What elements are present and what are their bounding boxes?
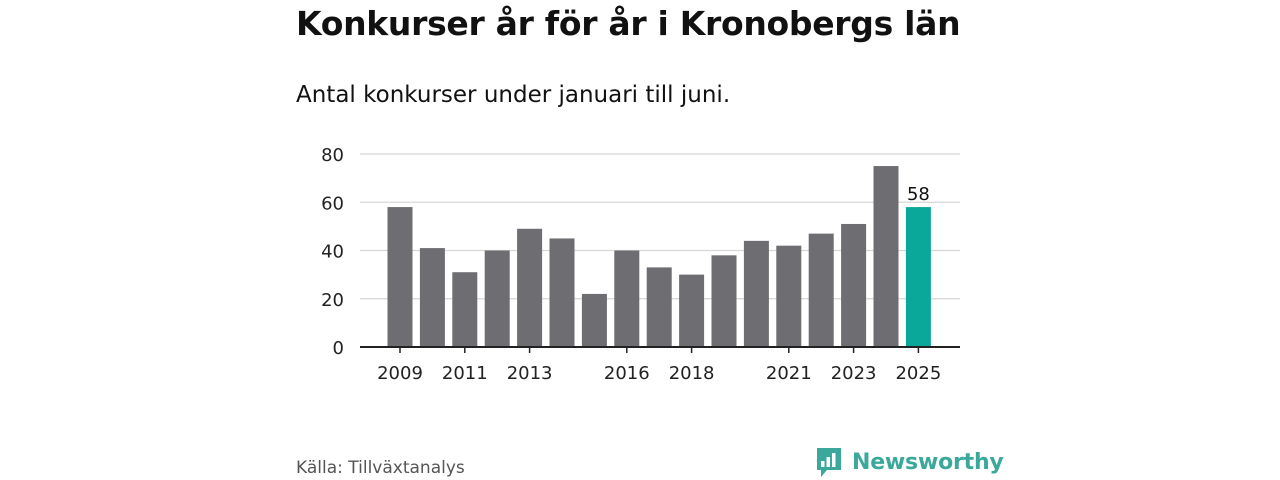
y-axis-ticks: 0 20 40 60 80 [321,145,344,359]
data-labels: 58 [907,184,930,205]
bar-2020 [743,240,769,347]
bar-2010 [419,248,445,347]
bar-2024 [873,166,899,347]
bar-2011 [452,272,478,347]
bar-2012 [484,250,510,347]
x-tick-label: 2023 [831,363,877,384]
bar-2025 [905,207,931,347]
x-tick-label: 2025 [895,363,941,384]
brand-name: Newsworthy [852,449,1004,475]
chart-subtitle: Antal konkurser under januari till juni. [296,82,731,108]
x-tick-label: 2011 [442,363,488,384]
bar-2014 [549,238,575,347]
y-tick-label: 40 [321,242,344,263]
bar-2009 [387,207,413,347]
bar-2016 [614,250,640,347]
bars [387,166,931,347]
bar-2015 [581,293,607,347]
x-tick-label: 2021 [766,363,812,384]
source-note: Källa: Tillväxtanalys [296,458,465,478]
newsworthy-logo-icon [817,448,841,477]
bar-2022 [808,233,834,347]
chart-title: Konkurser år för år i Kronobergs län [296,4,961,43]
bar-2023 [841,223,867,347]
x-tick-label: 2016 [604,363,650,384]
y-tick-label: 20 [321,290,344,311]
x-tick-label: 2013 [507,363,553,384]
brand-logo: Newsworthy [815,446,1004,478]
bar-2018 [679,274,705,347]
y-tick-label: 80 [321,145,344,166]
y-tick-label: 60 [321,193,344,214]
bar-2021 [776,245,802,347]
bar-2019 [711,255,737,347]
x-tick-label: 2018 [669,363,715,384]
bar-2017 [646,267,672,347]
x-axis-ticks: 2009 2011 2013 2016 2018 2021 2023 2025 [377,347,941,384]
y-tick-label: 0 [333,338,344,359]
data-label-2025: 58 [907,184,930,205]
x-tick-label: 2009 [377,363,423,384]
bar-2013 [517,228,543,347]
